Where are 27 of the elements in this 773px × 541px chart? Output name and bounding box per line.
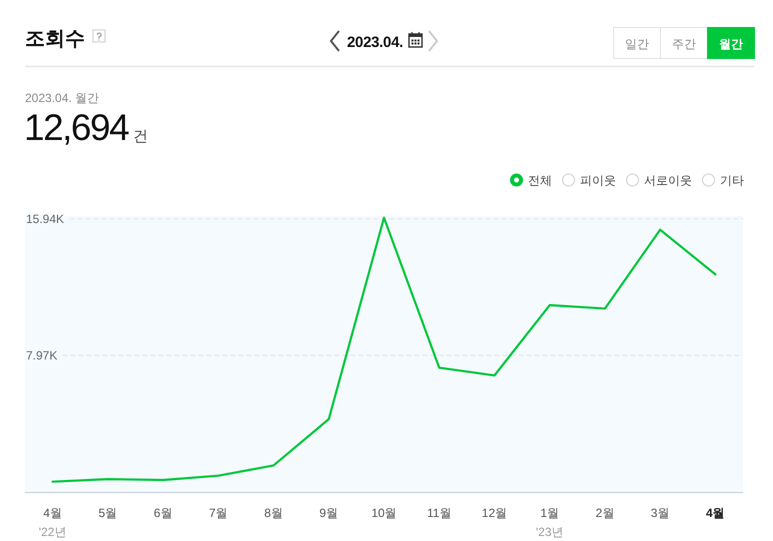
x-tick-label: 12월 (482, 506, 508, 520)
button: 월간 (707, 27, 755, 59)
button: 주간 (660, 27, 708, 59)
x-tick-label: 5월 (98, 506, 118, 520)
y-tick-label: 7.97K (26, 348, 58, 363)
text: 건 (133, 128, 148, 145)
x-tick-label: 10월 (371, 506, 397, 520)
x-tick-label: 1월 '23년 (536, 506, 564, 539)
x-tick-label: 6월 (154, 506, 172, 520)
text: 서로이웃 (644, 174, 692, 188)
text: 기타 (720, 174, 744, 188)
legend-label: 전체 (528, 174, 552, 188)
y-tick-label: 15.94K (26, 212, 64, 226)
text: 12,694 (24, 107, 130, 148)
text: 2023.04. (347, 34, 404, 51)
chart-title: 조회수 (25, 28, 85, 50)
x-tick-label: 4월 (706, 506, 725, 520)
chart-subtitle: 2023.04. 월간 (25, 91, 100, 105)
text: 피이웃 (580, 174, 616, 188)
x-tick-label: 2월 (596, 506, 614, 520)
button: 일간 (613, 27, 661, 59)
x-tick-label: 8월 (264, 506, 283, 520)
x-tick-label: 11월 (426, 506, 452, 520)
x-tick-label: 3월 (650, 506, 670, 520)
x-tick-label: 9월 (319, 506, 338, 520)
x-tick-label: 4월 '22년 (38, 506, 66, 539)
x-tick-label: 7월 (208, 506, 228, 520)
